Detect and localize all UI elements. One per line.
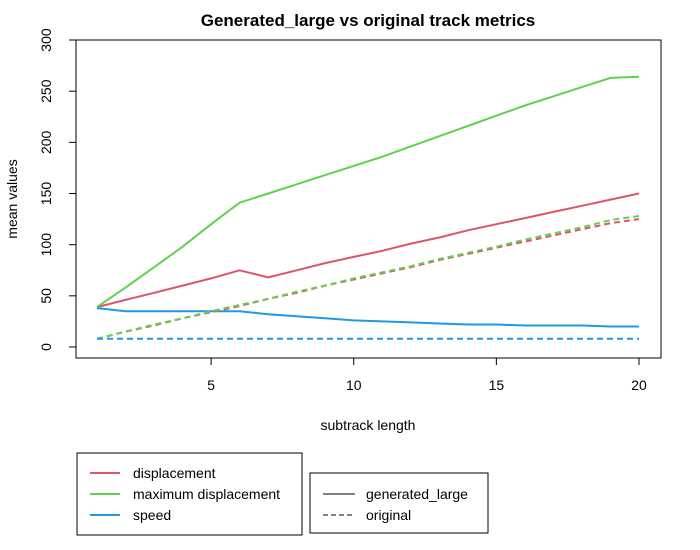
x-tick-label: 15 bbox=[489, 377, 505, 393]
legend-colors: displacement maximum displacement speed bbox=[76, 452, 303, 536]
y-tick-label: 0 bbox=[38, 343, 54, 351]
y-tick-label: 100 bbox=[38, 233, 54, 257]
x-tick-label: 5 bbox=[207, 377, 215, 393]
series-line-maximum-displacement-original bbox=[96, 215, 640, 340]
x-tick-label: 10 bbox=[346, 377, 362, 393]
legend-label-generated-large: generated_large bbox=[366, 486, 468, 502]
legend-styles-box bbox=[309, 472, 489, 534]
y-tick-label: 250 bbox=[38, 79, 54, 103]
y-tick-label: 150 bbox=[38, 182, 54, 206]
series-lines bbox=[96, 75, 640, 340]
legend-label-maximum-displacement: maximum displacement bbox=[133, 486, 280, 502]
legend-label-speed: speed bbox=[133, 507, 171, 523]
legend-styles: generated_large original bbox=[309, 472, 489, 534]
x-tick-label: 20 bbox=[631, 377, 647, 393]
chart-title: Generated_large vs original track metric… bbox=[201, 11, 536, 30]
y-tick-label: 50 bbox=[38, 288, 54, 304]
x-axis-label: subtrack length bbox=[321, 417, 416, 433]
legend-label-displacement: displacement bbox=[133, 465, 216, 481]
series-line-displacement-generated-large bbox=[96, 192, 640, 309]
y-axis-label: mean values bbox=[4, 159, 20, 238]
legend-label-original: original bbox=[366, 507, 411, 523]
y-tick-label: 200 bbox=[38, 130, 54, 154]
series-line-speed-generated-large bbox=[96, 307, 639, 328]
series-line-maximum-displacement-generated-large bbox=[96, 75, 640, 308]
y-tick-label: 300 bbox=[38, 28, 54, 52]
